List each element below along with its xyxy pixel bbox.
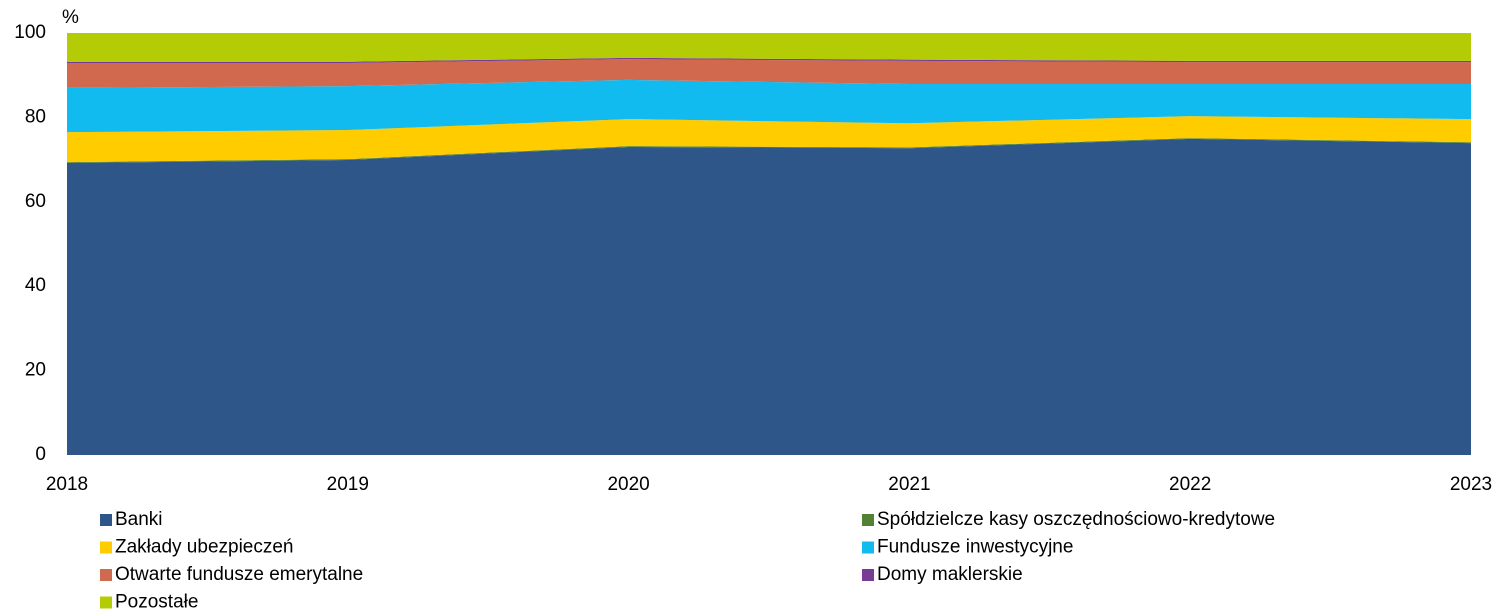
legend-swatch: [862, 514, 874, 526]
area: [67, 59, 1471, 88]
y-tick-label: 60: [25, 191, 46, 212]
y-tick-label: 80: [25, 106, 46, 127]
legend-label: Pozostałe: [115, 592, 198, 611]
x-tick-label: 2018: [46, 474, 88, 495]
legend-label: Spółdzielcze kasy oszczędnościowo-kredyt…: [877, 509, 1275, 530]
area: [67, 57, 1471, 63]
legend-swatch: [100, 569, 112, 581]
x-tick-label: 2020: [607, 474, 649, 495]
legend-swatch: [862, 569, 874, 581]
area: [67, 33, 1471, 62]
legend-swatch: [100, 596, 112, 609]
y-axis-label: %: [62, 7, 79, 28]
area: [67, 116, 1471, 163]
x-tick-label: 2022: [1169, 474, 1211, 495]
legend-label: Domy maklerskie: [877, 564, 1023, 585]
x-tick-label: 2021: [888, 474, 930, 495]
y-tick-label: 100: [14, 22, 46, 43]
x-tick-label: 2023: [1450, 474, 1492, 495]
x-tick-label: 2019: [327, 474, 369, 495]
legend-label: Fundusze inwestycyjne: [877, 537, 1073, 558]
y-tick-label: 0: [35, 444, 46, 465]
legend-swatch: [100, 541, 112, 554]
area: [67, 138, 1471, 455]
legend-swatch: [100, 514, 112, 526]
legend-label: Banki: [115, 509, 163, 530]
legend-swatch: [862, 541, 874, 554]
y-tick-label: 20: [25, 360, 46, 381]
area: [67, 138, 1471, 163]
area: [67, 79, 1471, 133]
legend-label: Zakłady ubezpieczeń: [115, 537, 294, 558]
y-tick-label: 40: [25, 275, 46, 296]
legend-label: Otwarte fundusze emerytalne: [115, 564, 363, 585]
